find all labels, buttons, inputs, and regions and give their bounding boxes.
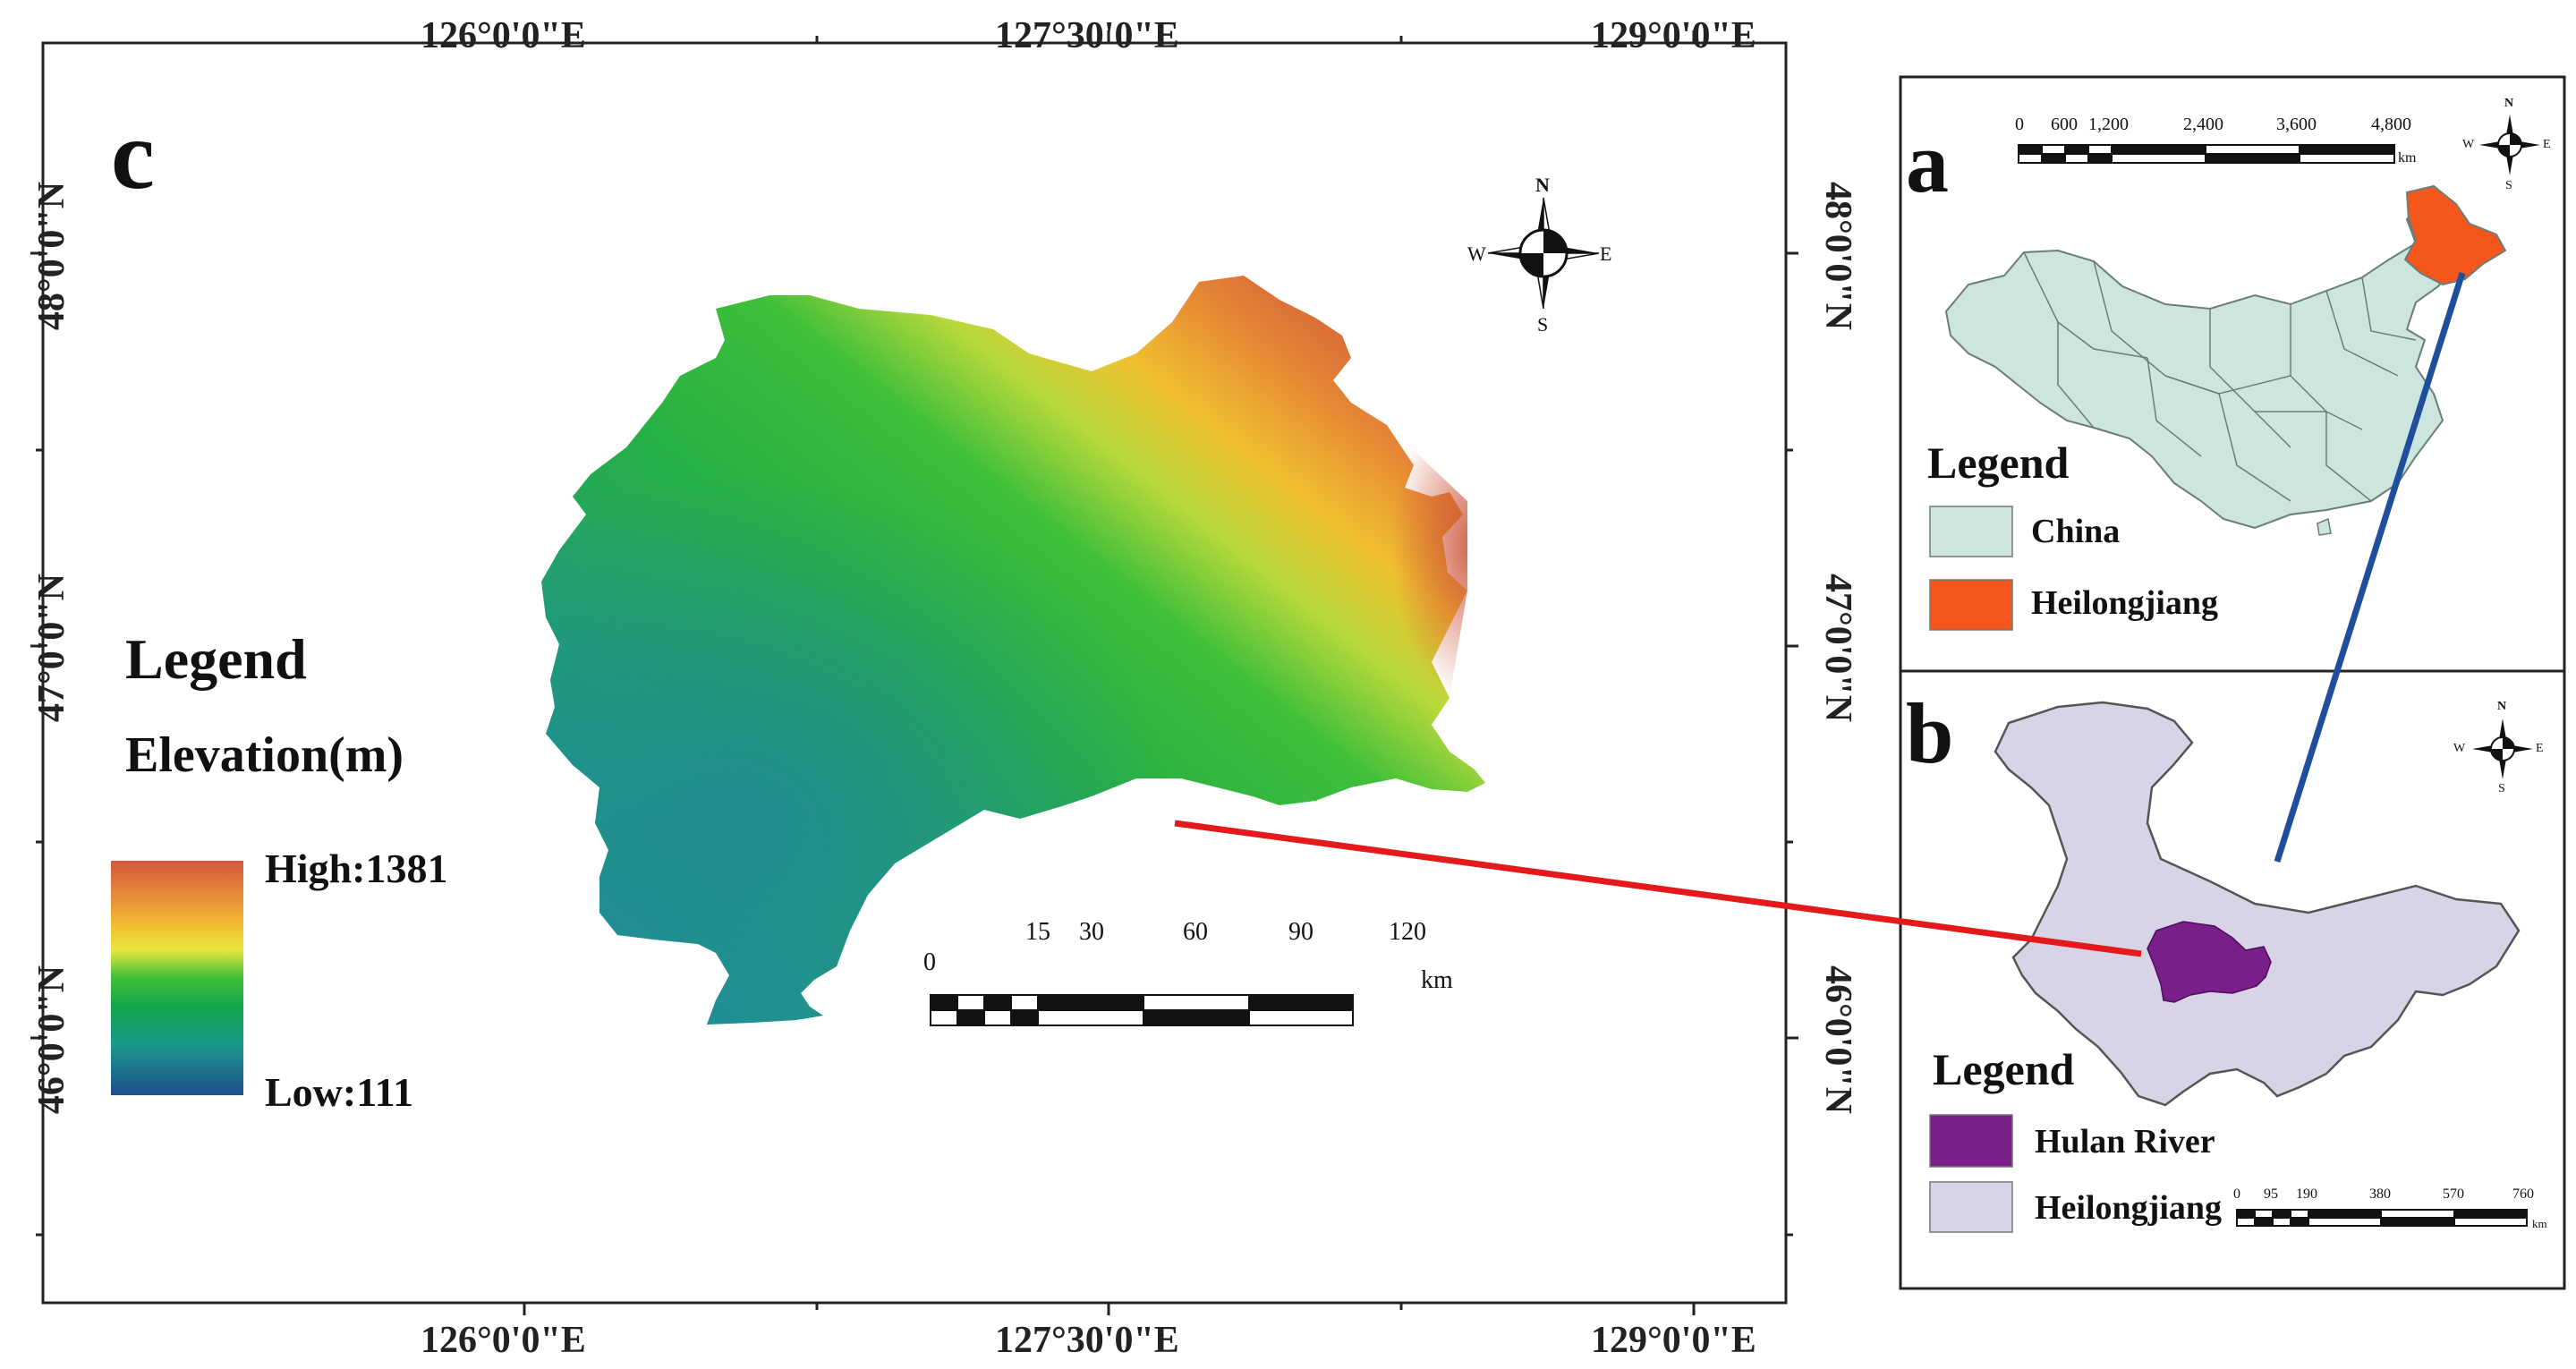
lat-label-right-1: 48°0'0"N bbox=[1817, 181, 1858, 331]
lat-label-right-3: 46°0'0"N bbox=[1817, 965, 1858, 1115]
hulan-river-shape bbox=[2147, 921, 2272, 1003]
panel-letter-b: b bbox=[1906, 685, 1954, 781]
elevation-low-label: Low:111 bbox=[265, 1069, 414, 1115]
elevation-ramp bbox=[111, 861, 243, 1095]
lat-label-right-2: 47°0'0"N bbox=[1817, 573, 1858, 723]
main-compass-w: W bbox=[1467, 242, 1486, 265]
main-scale-label: 60 bbox=[1183, 918, 1208, 946]
heilongjiang-highlight bbox=[2403, 184, 2507, 286]
legend-label-hulan-river: Hulan River bbox=[2035, 1123, 2215, 1161]
blue-connector-line bbox=[2274, 271, 2466, 863]
swatch-heilongjiang-b bbox=[1929, 1181, 2013, 1233]
lat-label-left-2: 47°0'0"N bbox=[31, 573, 72, 723]
main-scale-label: 15 bbox=[1025, 918, 1050, 946]
main-scale-label: 30 bbox=[1079, 918, 1104, 946]
lat-label-left-1: 48°0'0"N bbox=[31, 181, 72, 331]
panel-letter-a: a bbox=[1906, 115, 1949, 210]
heilongjiang-shape bbox=[1994, 701, 2521, 1107]
lon-label-bottom-1: 126°0'0"E bbox=[421, 1320, 586, 1361]
panel-a-scale-label: 1,200 bbox=[2088, 115, 2129, 134]
swatch-hulan-river bbox=[1929, 1114, 2013, 1168]
elevation-high-label: High:1381 bbox=[265, 846, 448, 891]
legend-label-china: China bbox=[2031, 513, 2121, 550]
main-map-frame bbox=[41, 41, 1788, 1305]
panel-b-scale-bar bbox=[2236, 1209, 2528, 1227]
panel-b-scale-label: 760 bbox=[2512, 1186, 2534, 1202]
panel-b-compass-n: N bbox=[2497, 700, 2507, 713]
frame-ticks bbox=[30, 30, 1798, 1315]
panel-a-scale-label: 600 bbox=[2051, 115, 2078, 134]
panel-a-compass-w: W bbox=[2462, 138, 2475, 151]
panel-a-compass bbox=[2479, 115, 2540, 175]
panel-b-compass-w: W bbox=[2453, 742, 2466, 755]
legend-label-heilongjiang-a: Heilongjiang bbox=[2031, 584, 2219, 622]
panel-a-compass-n: N bbox=[2504, 97, 2514, 110]
lon-label-bottom-3: 129°0'0"E bbox=[1591, 1320, 1756, 1361]
lon-label-top-3: 129°0'0"E bbox=[1591, 15, 1756, 56]
china-map bbox=[1944, 184, 2507, 536]
panel-a-scale-bar bbox=[2018, 144, 2395, 164]
main-scale-label: 0 bbox=[923, 948, 936, 976]
panel-a-scale-label: 3,600 bbox=[2276, 115, 2317, 134]
elevation-legend-title: Legend bbox=[125, 627, 307, 691]
panel-a-compass-e: E bbox=[2543, 138, 2551, 151]
main-compass-s: S bbox=[1537, 313, 1549, 336]
panel-a-legend-title: Legend bbox=[1927, 438, 2070, 488]
main-scale-bar bbox=[930, 994, 1354, 1026]
heilongjiang-map bbox=[1994, 701, 2521, 1107]
hulan-river-dem bbox=[541, 276, 1485, 1025]
panel-a-scale-label: 2,400 bbox=[2183, 115, 2223, 134]
panel-b-scale-label: 570 bbox=[2443, 1186, 2464, 1202]
lat-label-left-3: 46°0'0"N bbox=[31, 965, 72, 1115]
panel-a-scale-label: 0 bbox=[2015, 115, 2024, 134]
panel-b-scale-unit: km bbox=[2532, 1217, 2547, 1230]
elevation-legend-subtitle: Elevation(m) bbox=[125, 727, 404, 783]
main-compass bbox=[1487, 197, 1600, 310]
main-scale-label: 120 bbox=[1389, 918, 1426, 946]
panel-b-compass-s: S bbox=[2498, 782, 2505, 795]
swatch-china bbox=[1929, 506, 2013, 557]
main-scale-unit: km bbox=[1421, 966, 1453, 994]
panel-a-scale-unit: km bbox=[2398, 150, 2417, 166]
lon-label-top-1: 126°0'0"E bbox=[421, 15, 586, 56]
panel-a-compass-s: S bbox=[2505, 179, 2512, 192]
panel-b-compass-e: E bbox=[2536, 742, 2544, 755]
main-compass-n: N bbox=[1535, 174, 1550, 196]
red-connector-line bbox=[1174, 820, 2142, 957]
legend-label-heilongjiang-b: Heilongjiang bbox=[2035, 1189, 2223, 1227]
lon-label-top-2: 127°30'0"E bbox=[995, 15, 1179, 56]
main-compass-e: E bbox=[1600, 242, 1612, 265]
panel-b-scale-label: 95 bbox=[2264, 1186, 2278, 1202]
china-shape bbox=[1944, 200, 2480, 530]
panel-a-scale-label: 4,800 bbox=[2371, 115, 2411, 134]
panel-b-legend-title: Legend bbox=[1933, 1044, 2075, 1094]
panel-b-scale-label: 0 bbox=[2233, 1186, 2240, 1202]
swatch-heilongjiang-a bbox=[1929, 579, 2013, 631]
panel-b-frame bbox=[1899, 669, 2566, 1290]
main-scale-label: 90 bbox=[1288, 918, 1314, 946]
panel-b-scale-label: 190 bbox=[2296, 1186, 2317, 1202]
lon-label-bottom-2: 127°30'0"E bbox=[995, 1320, 1179, 1361]
panel-letter-c: c bbox=[111, 100, 155, 209]
panel-b-scale-label: 380 bbox=[2369, 1186, 2391, 1202]
panel-b-compass bbox=[2472, 719, 2533, 779]
